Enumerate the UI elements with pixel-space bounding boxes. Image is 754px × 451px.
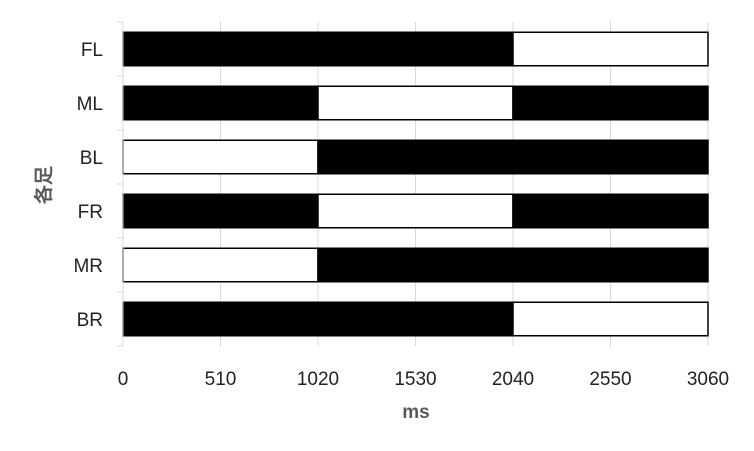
bar-segment-stance	[122, 85, 319, 121]
bar-segment-swing	[512, 31, 709, 67]
bar-segment-swing	[317, 193, 514, 229]
x-tick-label: 1530	[394, 369, 436, 390]
x-tick-label: 2550	[589, 369, 631, 390]
gridlines	[220, 22, 709, 346]
category-label: ML	[77, 94, 103, 115]
category-label: FL	[81, 40, 103, 61]
x-tick-label: 0	[118, 369, 129, 390]
bar-segment-swing	[317, 85, 514, 121]
bar-segment-stance	[122, 31, 514, 67]
bars	[122, 31, 709, 337]
axes	[117, 21, 124, 347]
x-tick-labels: 0 510 1020 1530 2040 2550 3060	[118, 369, 729, 390]
bar-segment-stance	[122, 301, 514, 337]
bar-segment-stance	[512, 193, 709, 229]
x-tick-label: 2040	[492, 369, 534, 390]
bar-segment-stance	[317, 139, 709, 175]
bar-segment-swing	[512, 301, 709, 337]
y-axis-title: 各足	[32, 165, 55, 205]
category-label: BL	[80, 148, 103, 169]
bar-segment-stance	[122, 193, 319, 229]
bar-segment-stance	[317, 247, 709, 283]
x-tick-label: 510	[205, 369, 237, 390]
bar-segment-swing	[122, 139, 319, 175]
category-labels: FL ML BL FR MR BR	[73, 40, 103, 331]
x-axis-title: ms	[402, 402, 429, 423]
category-label: MR	[73, 256, 103, 277]
x-tick-label: 3060	[687, 369, 729, 390]
bar-segment-stance	[512, 85, 709, 121]
x-tick-label: 1020	[297, 369, 339, 390]
category-label: FR	[78, 202, 103, 223]
bar-segment-swing	[122, 247, 319, 283]
category-label: BR	[77, 310, 103, 331]
